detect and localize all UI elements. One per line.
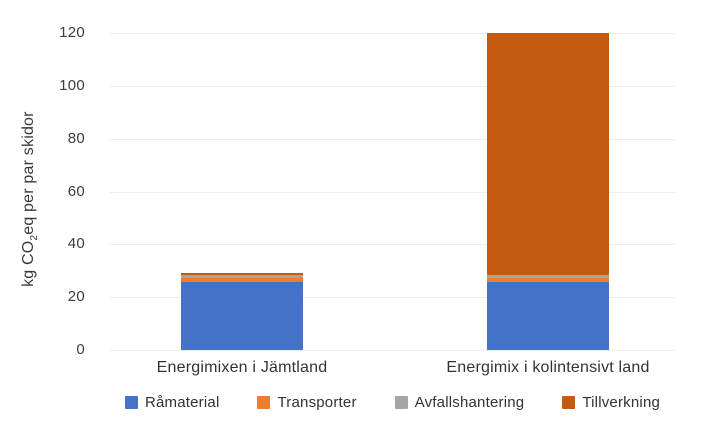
x-axis-label-jamtland: Energimixen i Jämtland (156, 359, 328, 376)
gridline-60 (110, 191, 675, 193)
gridline-0 (110, 350, 675, 351)
bar-segment-avfallshantering (181, 275, 303, 279)
legend-label: Transporter (277, 394, 357, 411)
gridline-40 (110, 244, 675, 246)
bar-segment-råmaterial (181, 281, 303, 350)
gridline-120 (110, 33, 675, 34)
plot-area (110, 33, 675, 351)
bar-jamtland (181, 272, 303, 350)
legend-swatch-icon (562, 396, 576, 409)
y-tick-label-20: 20 (67, 288, 85, 306)
legend-item-avfallshantering: Avfallshantering (394, 394, 525, 411)
legend-label: Råmaterial (144, 394, 220, 411)
y-tick-label-40: 40 (67, 235, 85, 253)
x-axis-label-kolintensivt: Energimix i kolintensivt land (446, 359, 650, 376)
legend-swatch-icon (124, 396, 138, 409)
y-tick-label-100: 100 (59, 76, 85, 94)
bar-segment-tillverkning (487, 33, 609, 276)
gridline-100 (110, 85, 675, 87)
y-tick-label-60: 60 (67, 182, 85, 200)
legend-swatch-icon (394, 396, 408, 409)
legend-swatch-icon (257, 396, 271, 409)
bar-kolintensivt (487, 33, 609, 350)
legend-label: Tillverkning (582, 394, 661, 411)
bar-segment-transporter (181, 278, 303, 282)
gridline-20 (110, 297, 675, 299)
legend-label: Avfallshantering (414, 394, 525, 411)
y-tick-label-80: 80 (67, 129, 85, 147)
y-tick-label-0: 0 (76, 341, 85, 358)
bar-segment-tillverkning (181, 272, 303, 276)
bar-segment-råmaterial (487, 281, 609, 350)
legend-item-råmaterial: Råmaterial (124, 394, 220, 411)
legend-item-tillverkning: Tillverkning (562, 394, 660, 411)
bar-segment-avfallshantering (487, 275, 609, 279)
bar-segment-transporter (487, 278, 609, 282)
legend: Råmaterial Transporter Avfallshantering Til… (110, 394, 675, 411)
legend-item-transporter: Transporter (257, 394, 356, 411)
y-tick-label-120: 120 (59, 24, 85, 41)
gridline-80 (110, 138, 675, 140)
